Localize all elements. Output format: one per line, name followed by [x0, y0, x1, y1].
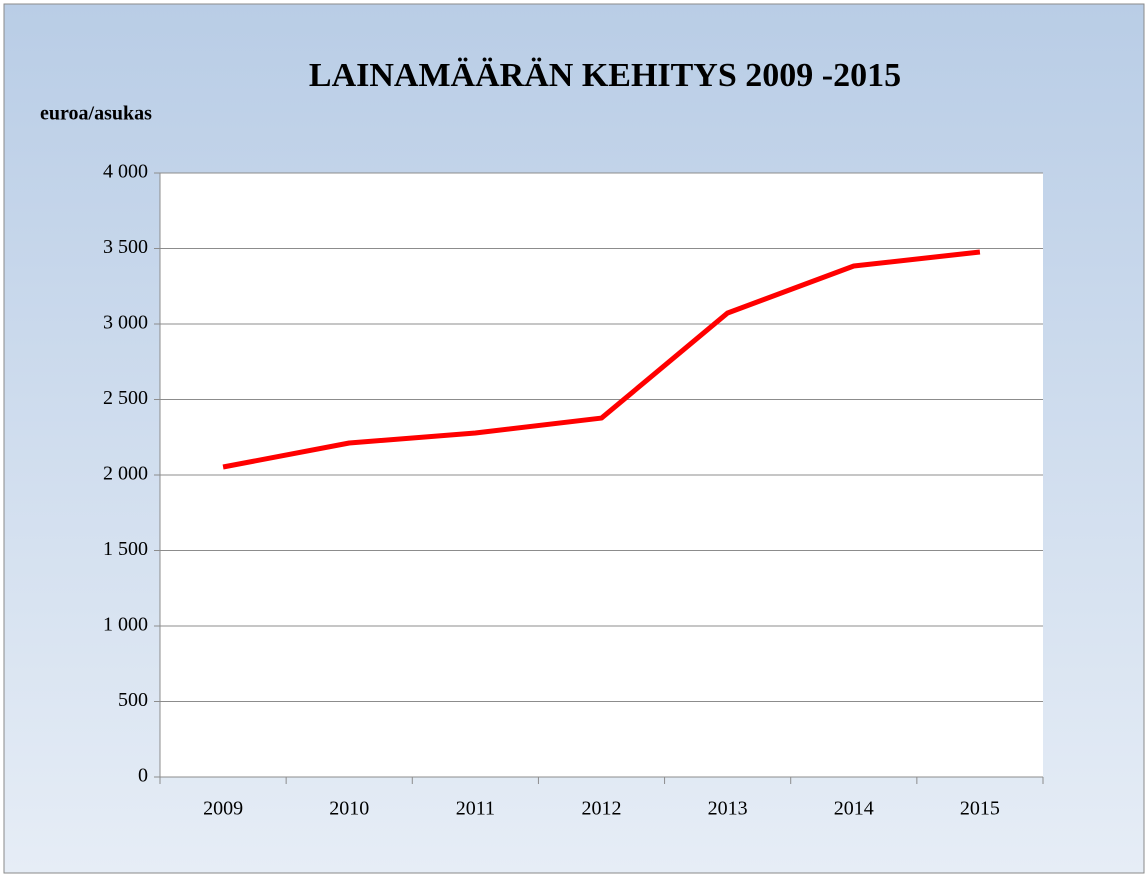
y-tick-label: 2 500: [103, 387, 148, 409]
line-series: [222, 249, 981, 470]
y-tick-label: 500: [118, 689, 148, 711]
y-tick-label: 1 000: [103, 614, 148, 636]
x-tick-label: 2014: [834, 798, 874, 820]
y-tick-label: 1 500: [103, 538, 148, 560]
y-axis-label: euroa/asukas: [40, 103, 152, 125]
y-tick-label: 2 000: [103, 463, 148, 485]
y-tick-label: 3 000: [103, 312, 148, 334]
chart-title: LAINAMÄÄRÄN KEHITYS 2009 -2015: [309, 57, 901, 94]
y-tick-label: 4 000: [103, 161, 148, 183]
x-tick-label: 2009: [203, 798, 243, 820]
x-tick-label: 2013: [708, 798, 748, 820]
x-tick-label: 2010: [329, 798, 369, 820]
x-tick-label: 2012: [582, 798, 622, 820]
y-tick-label: 3 500: [103, 236, 148, 258]
y-tick-label: 0: [138, 765, 148, 787]
x-tick-label: 2011: [456, 798, 495, 820]
x-tick-label: 2015: [960, 798, 1000, 820]
